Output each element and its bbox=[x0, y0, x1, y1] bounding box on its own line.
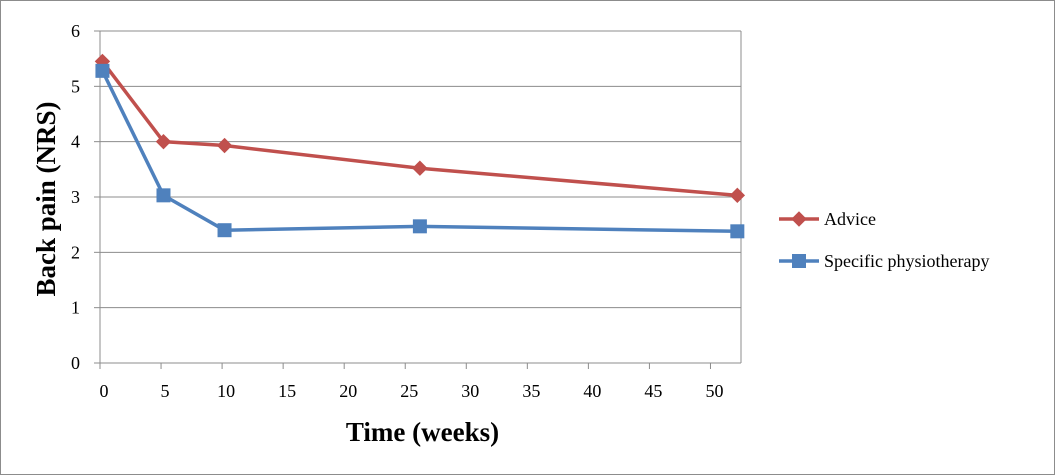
legend-label: Advice bbox=[824, 209, 876, 229]
y-tick-label: 1 bbox=[71, 298, 80, 318]
x-tick-label: 40 bbox=[583, 381, 601, 401]
x-tick-label: 30 bbox=[461, 381, 479, 401]
data-point bbox=[412, 160, 428, 176]
series-lines bbox=[94, 53, 746, 239]
data-point bbox=[412, 219, 427, 234]
x-tick-label: 5 bbox=[161, 381, 170, 401]
y-tick-label: 3 bbox=[71, 187, 80, 207]
data-point bbox=[156, 188, 171, 203]
x-tick-label: 45 bbox=[644, 381, 662, 401]
x-axis-title: Time (weeks) bbox=[346, 417, 499, 447]
series-line bbox=[100, 70, 738, 234]
series-1 bbox=[95, 63, 745, 239]
x-tick-label: 10 bbox=[217, 381, 235, 401]
data-point bbox=[155, 133, 172, 150]
x-tick-label: 0 bbox=[100, 381, 109, 401]
x-tick-label: 35 bbox=[522, 381, 540, 401]
x-tick-label: 15 bbox=[278, 381, 296, 401]
legend: Advice Specific physiotherapy bbox=[779, 209, 989, 271]
legend-marker bbox=[792, 254, 806, 268]
legend-label: Specific physiotherapy bbox=[824, 251, 989, 271]
legend-marker bbox=[791, 211, 807, 227]
x-tick-label: 50 bbox=[705, 381, 723, 401]
y-tick-label: 6 bbox=[71, 21, 80, 41]
data-point bbox=[217, 223, 232, 238]
y-tick-label: 2 bbox=[71, 242, 80, 262]
legend-item: Specific physiotherapy bbox=[779, 251, 989, 271]
x-tick-label: 20 bbox=[339, 381, 357, 401]
y-tick-label: 0 bbox=[71, 353, 80, 373]
legend-item: Advice bbox=[779, 209, 876, 229]
x-tick-label: 25 bbox=[400, 381, 418, 401]
data-point bbox=[95, 63, 110, 78]
y-tick-label: 5 bbox=[71, 76, 80, 96]
y-tick-label: 4 bbox=[71, 132, 80, 152]
data-point bbox=[729, 187, 746, 204]
series-0 bbox=[94, 53, 746, 204]
gridlines bbox=[100, 30, 742, 363]
y-axis-title: Back pain (NRS) bbox=[31, 101, 61, 296]
data-point bbox=[216, 137, 233, 154]
data-point bbox=[730, 224, 745, 239]
